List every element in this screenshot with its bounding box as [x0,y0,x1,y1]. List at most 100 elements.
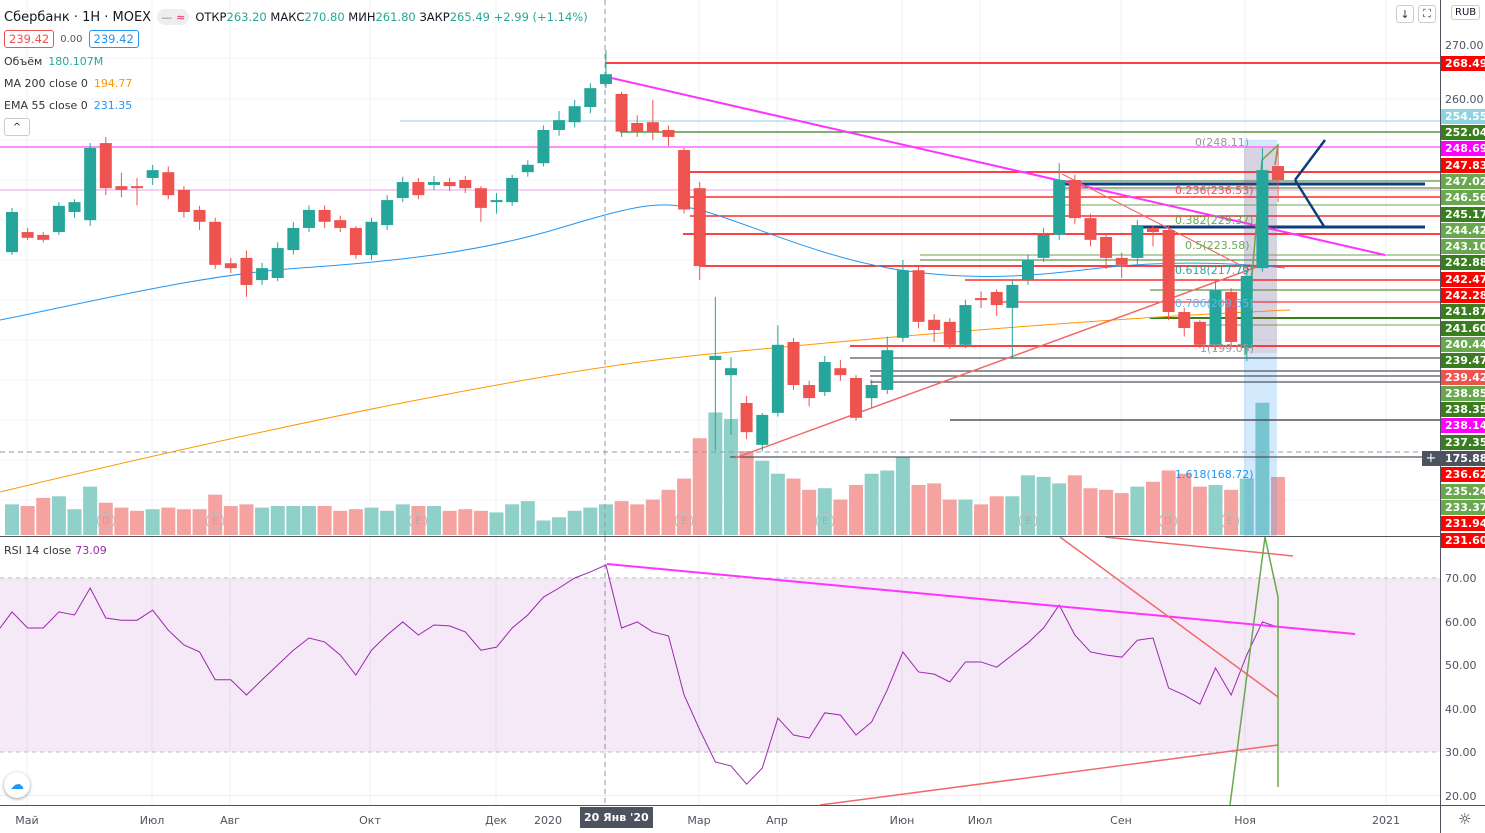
candle-down [1115,257,1128,265]
earnings-marker[interactable]: E [675,512,693,530]
high-value: 270.80 [304,10,345,24]
rsi-pane[interactable] [0,537,1440,805]
dividend-marker[interactable]: D [1159,512,1177,530]
price-level-label: 248.69 [1441,141,1485,157]
candle-down [1225,291,1238,342]
crosshair-add-icon[interactable]: + [1422,451,1440,466]
volume-bar [489,512,504,535]
symbol-title[interactable]: Сбербанк · 1H · MOEX [4,9,152,25]
candle-up [490,200,503,203]
volume-bar [270,505,285,535]
earnings-marker[interactable]: E [1221,512,1239,530]
candle-down [631,123,644,133]
candle-down [37,234,50,240]
volume-bar [1067,475,1082,535]
time-label: Окт [359,814,381,827]
volume-bar [989,496,1004,535]
low-label: МИН [348,10,376,24]
candle-down [834,368,847,376]
rsi-line [0,564,1279,785]
fib-level-label: 0.236(236.53) [1175,184,1254,197]
indicator-volume[interactable]: Объём 180.107M [4,50,588,72]
volume-bar [51,496,66,535]
time-label: Апр [766,814,788,827]
volume-bar [505,504,520,535]
dividend-marker[interactable]: D [97,512,115,530]
scroll-to-realtime-button[interactable]: ↓ [1396,5,1414,23]
candle-down [803,384,816,399]
price-pane[interactable] [0,0,1440,536]
price-level-label: 245.17 [1441,206,1485,222]
volume-bar [630,504,645,535]
candle-down [928,319,941,331]
indicator-ma200[interactable]: MA 200 close 0 194.77 [4,72,588,94]
rsi-tick-label: 60.00 [1445,615,1477,629]
open-label: ОТКР [195,10,227,24]
volume-bar [473,510,488,535]
indicator-value: 231.35 [93,98,133,112]
volume-bar [567,510,582,535]
minus-icon[interactable]: — [161,10,173,24]
trendline [606,76,1386,256]
volume-bar [1099,489,1114,535]
indicator-ema55[interactable]: EMA 55 close 0 231.35 [4,94,588,116]
settings-icon[interactable]: ☼ [1458,810,1472,828]
sell-price-button[interactable]: 239.42 [4,30,55,48]
candle-down [318,209,331,222]
candle-up [506,177,519,203]
price-level-label: 240.44 [1441,336,1485,352]
rsi-label: RSI 14 close [4,544,72,557]
spread-value: 0.00 [60,33,83,45]
wave-icon[interactable]: ≈ [176,10,186,24]
earnings-marker[interactable]: E [1019,512,1037,530]
indicator-name: MA 200 close 0 [4,76,88,90]
legend-pill[interactable]: — ≈ [157,9,190,25]
currency-button[interactable]: RUB [1451,5,1481,20]
candle-up [959,305,972,345]
volume-bar [974,504,989,535]
open-value: 263.20 [226,10,267,24]
candle-down [1272,166,1285,180]
time-label: Дек [484,814,508,827]
candle-up [256,268,269,281]
rsi-value: 73.09 [75,544,107,557]
candle-down [193,209,206,222]
earnings-marker[interactable]: E [206,512,224,530]
close-label: ЗАКР [419,10,450,24]
volume-bar [5,504,19,535]
pane-separator[interactable] [0,536,1485,537]
collapse-legend-button[interactable]: ^ [4,118,30,136]
earnings-marker[interactable]: E [816,512,834,530]
rsi-trendline [1059,537,1279,698]
time-label: Авг [220,814,240,827]
earnings-marker[interactable]: E [409,512,427,530]
time-label: 2021 [1372,814,1400,827]
rsi-trendline [606,563,1356,635]
candle-down [912,270,925,322]
candle-down [678,150,691,210]
fullscreen-button[interactable]: ⛶ [1418,5,1436,23]
volume-bar [786,478,801,535]
candle-up [521,164,534,173]
tradingview-logo-icon[interactable]: ☁ [4,772,30,798]
volume-bar [114,507,129,535]
volume-bar [301,505,316,535]
crosshair-price-label: 175.88 [1441,451,1485,466]
volume-bar [802,489,817,535]
candle-down [99,143,112,189]
buy-price-button[interactable]: 239.42 [88,30,139,48]
time-axis[interactable]: Май Июл Авг Окт Дек 2020 Мар Апр Июн Июл… [0,805,1485,833]
rsi-legend[interactable]: RSI 14 close 73.09 [4,544,107,557]
volume-bar [1005,496,1020,535]
price-level-label: 238.14 [1441,418,1485,434]
candle-down [662,129,675,137]
rsi-pattern-line [1229,537,1279,805]
price-level-label: 247.02 [1441,173,1485,189]
indicator-name: Объём [4,54,43,68]
price-level-label: 239.42 [1441,369,1485,385]
volume-bar [239,504,254,535]
candle-down [349,227,362,256]
volume-bar [520,501,535,535]
arrow-up [1294,139,1326,181]
candle-up [1021,259,1034,281]
